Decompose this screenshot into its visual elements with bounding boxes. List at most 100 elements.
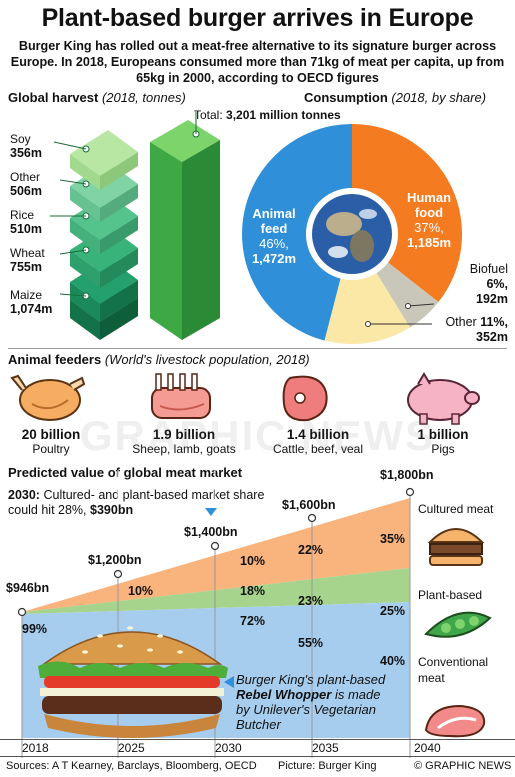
human-food-value: 1,185m <box>406 235 452 250</box>
soy-block <box>70 130 138 176</box>
harvest-item-other: Other 506m <box>10 170 42 198</box>
market-total-2030: $1,400bn <box>184 525 238 539</box>
animal-name: Sheep, lamb, goats <box>132 442 236 456</box>
year-2040: 2040 <box>414 741 441 755</box>
cultured-area <box>22 498 410 612</box>
burger-caption-product: Rebel Whopper <box>236 687 332 702</box>
human-food-line2: food <box>414 205 444 220</box>
harvest-item-wheat: Wheat 755m <box>10 246 45 274</box>
footer-divider <box>0 756 515 757</box>
harvest-stack <box>70 130 138 340</box>
harvest-item-name: Wheat <box>10 246 45 260</box>
biofuel-slice <box>376 262 439 328</box>
year-2030: 2030 <box>215 741 242 755</box>
feeders-note: (World's livestock population, 2018) <box>104 352 310 367</box>
legend-conventional-line2: meat <box>418 671 445 685</box>
legend-conventional: Conventional meat <box>418 654 488 686</box>
animal-name: Cattle, beef, veal <box>272 442 364 456</box>
conventional-pct-2040: 40% <box>380 654 406 668</box>
2030-marker-icon <box>205 508 217 516</box>
harvest-item-maize: Maize 1,074m <box>10 288 52 316</box>
harvest-item-soy: Soy 356m <box>10 132 42 160</box>
harvest-total: Total: 3,201 million tonnes <box>194 108 341 122</box>
year-axis <box>0 739 515 740</box>
burger-caption-line3: by Unilever's Vegetarian <box>236 702 377 717</box>
year-2035: 2035 <box>312 741 339 755</box>
other-label: Other 11%, 352m <box>430 315 508 345</box>
burger-caption: Burger King's plant-based Rebel Whopper … <box>236 672 418 732</box>
animal-feed-line2: feed <box>260 221 288 236</box>
biofuel-label: Biofuel 6%, 192m <box>458 262 508 307</box>
market-total-2025: $1,200bn <box>88 553 142 567</box>
watermark: GRAPHIC NEWS <box>79 412 436 459</box>
footer-picture: Picture: Burger King <box>278 760 377 772</box>
biofuel-value: 192m <box>476 292 508 306</box>
page-subtitle: Burger King has rolled out a meat-free a… <box>10 39 505 85</box>
market-total-2040: $1,800bn <box>380 468 434 482</box>
lamb-rack-icon <box>151 373 211 419</box>
animal-feed-line1: Animal <box>252 206 296 221</box>
animal-count: 1.9 billion <box>152 427 216 442</box>
harvest-item-name: Soy <box>10 132 31 146</box>
caption-pointer-icon <box>224 676 234 688</box>
pig-icon <box>407 372 480 425</box>
human-food-pct: 37%, <box>414 220 444 235</box>
animal-cattle: 1.4 billion Cattle, beef, veal <box>256 428 380 457</box>
legend-conventional-line1: Conventional <box>418 655 489 669</box>
consumption-leader-lines <box>365 303 435 327</box>
human-food-slice <box>352 123 463 302</box>
harvest-note: (2018, tonnes) <box>101 90 186 105</box>
animal-feed-pct: 46%, <box>259 236 289 251</box>
pea-pod-icon <box>424 611 492 638</box>
burger-caption-line1: Burger King's plant-based <box>236 672 386 687</box>
biofuel-name: Biofuel <box>469 262 508 276</box>
animal-feed-slice <box>242 124 352 341</box>
harvest-item-value: 755m <box>10 260 42 274</box>
legend-cultured: Cultured meat <box>418 502 494 516</box>
human-food-line1: Human <box>406 190 452 205</box>
market-note-text: Cultured- and plant-based market share c… <box>8 488 265 517</box>
year-2018: 2018 <box>22 741 49 755</box>
harvest-item-name: Maize <box>10 288 43 302</box>
page-title: Plant-based burger arrives in Europe <box>41 4 474 32</box>
plant-pct-2025: 10% <box>128 584 154 598</box>
footer-copyright: © GRAPHIC NEWS <box>414 760 512 772</box>
divider <box>8 348 507 349</box>
harvest-total-value: 3,201 million tonnes <box>226 108 341 122</box>
market-note-value: $390bn <box>90 503 134 517</box>
market-note: 2030: Cultured- and plant-based market s… <box>8 488 268 518</box>
other-name: Other <box>445 315 477 329</box>
harvest-item-value: 506m <box>10 184 42 198</box>
harvest-item-value: 356m <box>10 146 42 160</box>
animal-count: 1 billion <box>417 427 469 442</box>
conventional-pct-2018: 99% <box>22 622 48 636</box>
animal-name: Poultry <box>32 442 70 456</box>
footer-sources: Sources: A T Kearney, Barclays, Bloomber… <box>6 760 257 772</box>
animal-name: Pigs <box>431 442 455 456</box>
plant-area <box>22 568 410 614</box>
cultured-burger-icon <box>427 528 485 566</box>
animal-sheep: 1.9 billion Sheep, lamb, goats <box>114 427 254 457</box>
feeders-title: Animal feeders <box>8 352 102 367</box>
plant-pct-2030: 18% <box>240 584 266 598</box>
harvest-item-name: Other <box>10 170 41 184</box>
raw-meat-icon <box>424 704 486 738</box>
cultured-pct-2030: 10% <box>240 554 266 568</box>
biofuel-pct: 6%, <box>486 277 508 291</box>
consumption-donut <box>242 123 463 345</box>
harvest-graphic <box>50 112 220 340</box>
animal-poultry: 20 billion Poultry <box>8 428 94 457</box>
conventional-pct-2030: 72% <box>240 614 266 628</box>
feeders-heading: Animal feeders (World's livestock popula… <box>8 352 310 367</box>
steak-icon <box>282 375 328 422</box>
year-2025: 2025 <box>118 741 145 755</box>
consumption-note: (2018, by share) <box>391 90 487 105</box>
harvest-total-column <box>150 120 220 340</box>
cultured-pct-2035: 22% <box>298 543 324 557</box>
animal-pigs: 1 billion Pigs <box>398 427 488 457</box>
animal-feed-value: 1,472m <box>251 251 297 266</box>
other-value: 352m <box>476 330 508 344</box>
harvest-item-value: 510m <box>10 222 42 236</box>
animal-feed-label: Animal feed 46%, 1,472m <box>246 206 302 266</box>
